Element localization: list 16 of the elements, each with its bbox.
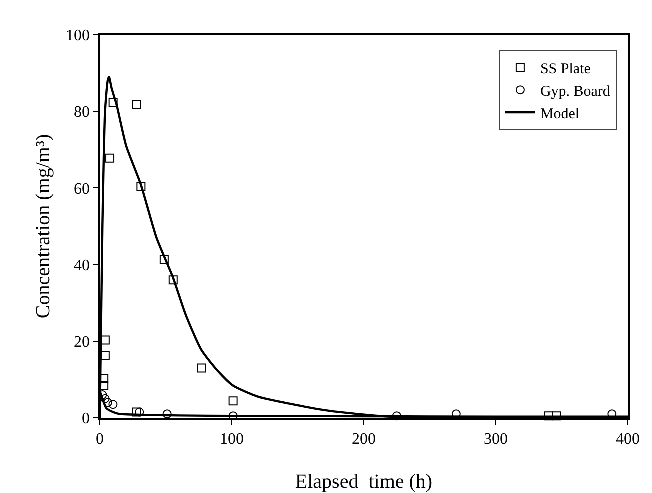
legend-label: SS Plate xyxy=(540,61,592,78)
legend-label: Gyp. Board xyxy=(540,84,611,100)
y-axis-title: Concentration (mg/m³) xyxy=(32,134,54,319)
x-axis-title: Elapsed time (h) xyxy=(295,471,433,493)
y-tick-label: 0 xyxy=(82,410,90,428)
x-tick-label: 300 xyxy=(484,430,508,448)
y-tick-label: 40 xyxy=(74,257,90,274)
legend-label: Model xyxy=(540,106,580,122)
x-tick-label: 400 xyxy=(616,430,640,448)
y-tick-label: 20 xyxy=(74,334,90,351)
y-tick-label: 80 xyxy=(74,104,90,122)
y-tick-label: 60 xyxy=(74,180,90,198)
x-tick-label: 100 xyxy=(220,430,244,448)
y-tick-label: 100 xyxy=(66,28,90,45)
x-tick-label: 0 xyxy=(96,430,104,448)
x-tick-label: 200 xyxy=(352,430,376,448)
